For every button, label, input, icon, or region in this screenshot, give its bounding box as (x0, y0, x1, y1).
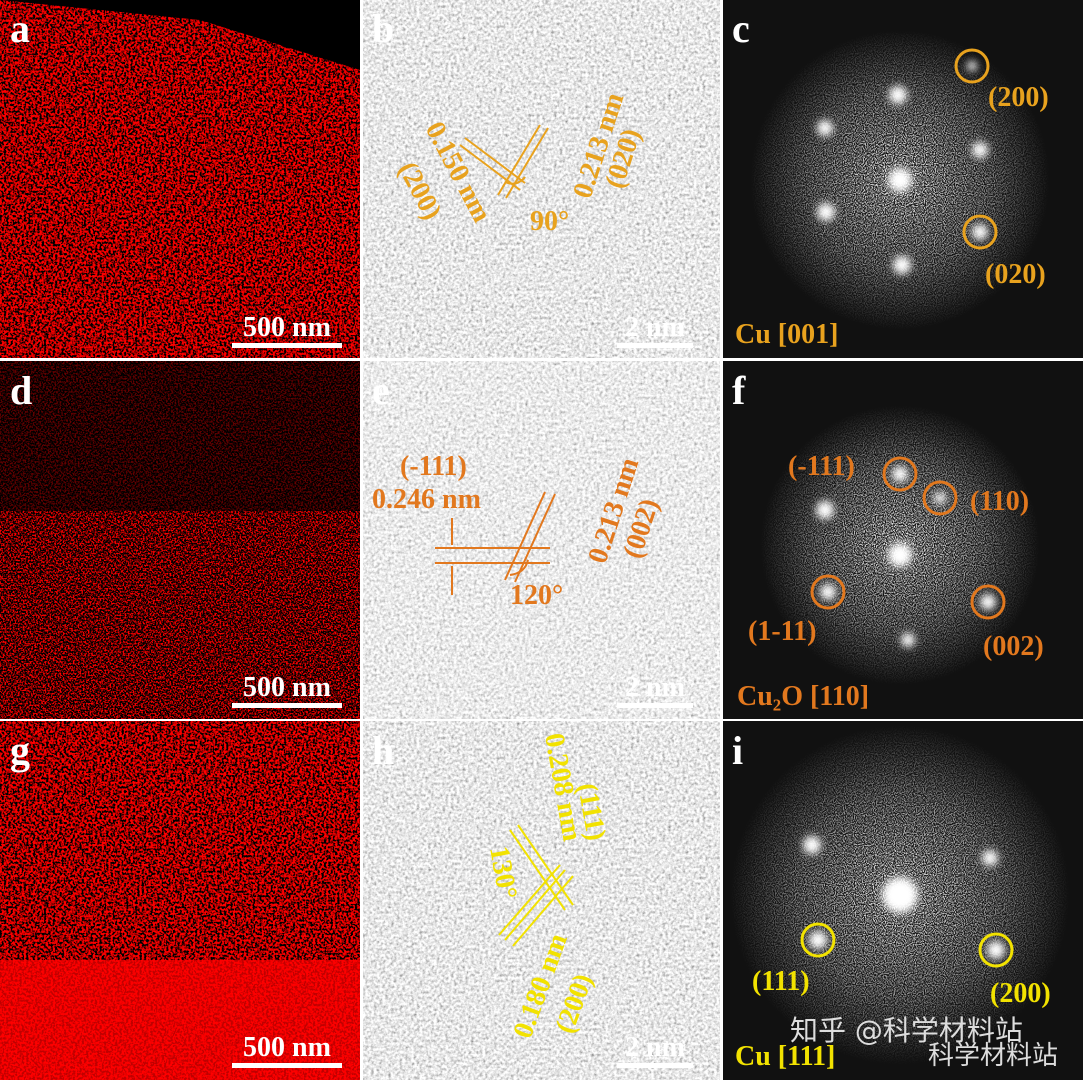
annotation: (-111) (788, 451, 855, 482)
eds-map-void (0, 361, 360, 511)
eds-map-dense (0, 960, 360, 1080)
scale-label: 500 nm (243, 312, 331, 343)
panel-label: c (732, 6, 750, 51)
fft-image (723, 361, 1083, 719)
annotation: (-111) (400, 451, 467, 482)
lattice-lines (459, 124, 549, 199)
scale-bar (232, 343, 693, 1068)
hrtem-image (363, 721, 720, 1080)
panel-label: d (10, 368, 32, 413)
scale-label: 2 nm (625, 672, 685, 703)
annotation: (111) (752, 966, 810, 997)
lattice-lines (435, 491, 556, 595)
panel-label: i (732, 728, 743, 773)
eds-map (0, 0, 360, 358)
scale-label: 2 nm (625, 312, 685, 343)
panel-label: b (372, 6, 394, 51)
lattice-lines (498, 824, 574, 947)
annotation: (020) (985, 259, 1046, 290)
scale-bar-labels: 500 nm 2 nm 500 nm 2 nm 500 nm 2 nm (243, 312, 685, 1063)
panel-label: e (372, 368, 390, 413)
hrtem-image (363, 361, 720, 719)
caption: Cu [001] (735, 319, 838, 350)
annotation: 120° (510, 580, 563, 611)
caption: Cu₂O [110] (737, 681, 869, 712)
scale-label: 2 nm (625, 1032, 685, 1063)
fft-circle (800, 48, 1014, 968)
scale-label: 500 nm (243, 672, 331, 703)
panel-label: h (372, 728, 394, 773)
annotation: (200) (988, 82, 1049, 113)
annotation: 90° (530, 206, 569, 237)
watermark: 科学材料站 (928, 1041, 1058, 1071)
panel-label: a (10, 6, 30, 51)
caption: Cu [111] (735, 1041, 835, 1072)
annotation: (1-11) (748, 616, 816, 647)
watermark: 知乎 @科学材料站 (790, 1014, 1023, 1047)
annotation: (002) (983, 631, 1044, 662)
annotation: (110) (970, 486, 1029, 517)
annotation: 0.246 nm (372, 484, 481, 515)
fft-spots (803, 61, 1005, 959)
panel-labels: a b c d e f g h i (10, 6, 750, 773)
scale-label: 500 nm (243, 1032, 331, 1063)
eds-map-void (0, 0, 360, 70)
panel-label: g (10, 728, 30, 773)
panel-label: f (732, 368, 746, 413)
annotation: (200) (990, 978, 1051, 1009)
hrtem-image (363, 0, 720, 358)
